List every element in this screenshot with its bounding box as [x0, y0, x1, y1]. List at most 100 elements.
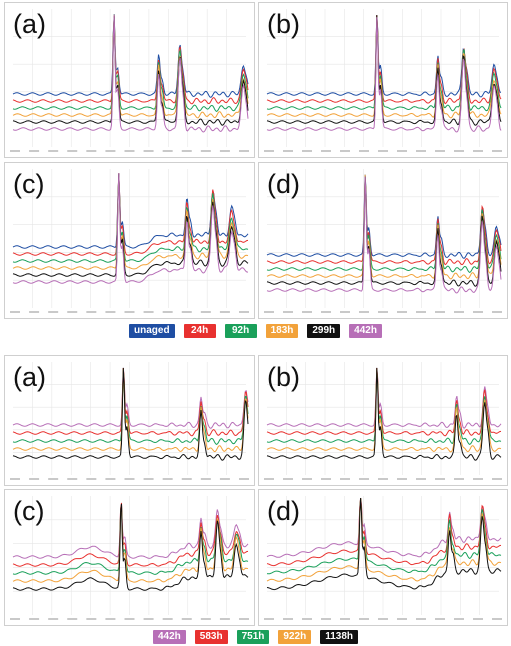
series-line-183h	[12, 14, 249, 119]
group1-panel-c: (c)	[4, 162, 255, 319]
tick-label	[200, 150, 211, 152]
tick-label	[397, 478, 407, 480]
tick-label	[124, 618, 135, 620]
tick-label	[264, 311, 274, 313]
group2-panel-b: (b)	[258, 355, 508, 486]
tick-label	[124, 150, 135, 152]
tick-label	[416, 618, 426, 620]
spectrum-plot	[10, 9, 249, 152]
tick-label	[105, 478, 116, 480]
series-line-442h	[266, 367, 502, 429]
legend-item-183h: 183h	[265, 324, 299, 338]
series-line-183h	[12, 175, 249, 270]
tick-label	[86, 150, 97, 152]
tick-label	[359, 311, 369, 313]
tick-label	[200, 478, 211, 480]
tick-label	[492, 618, 502, 620]
series-line-583h	[12, 502, 249, 567]
series-line-442h	[12, 367, 249, 429]
tick-label	[264, 478, 274, 480]
tick-label	[10, 618, 20, 620]
tick-label	[435, 618, 445, 620]
tick-label	[302, 618, 312, 620]
series-line-299h	[12, 16, 249, 126]
tick-label	[340, 618, 350, 620]
panel-label: (c)	[13, 496, 45, 526]
group1-panel-b: (b)	[258, 2, 508, 158]
tick-label	[340, 478, 350, 480]
tick-label	[143, 478, 154, 480]
series-line-92h	[12, 173, 249, 263]
spectrum-plot	[264, 9, 502, 152]
tick-label	[181, 150, 192, 152]
panel-label: (c)	[13, 169, 45, 199]
series-line-unaged	[12, 15, 249, 98]
series-line-442h	[12, 503, 249, 559]
tick-label	[473, 311, 483, 313]
tick-label	[454, 311, 464, 313]
tick-label	[124, 311, 135, 313]
legend-item-92h: 92h	[224, 324, 257, 338]
series-line-442h	[266, 497, 502, 558]
series-line-24h	[12, 16, 249, 105]
series-line-922h	[266, 497, 502, 582]
tick-label	[86, 478, 97, 480]
panel-label: (b)	[267, 9, 300, 39]
tick-label	[29, 618, 40, 620]
tick-label	[48, 618, 59, 620]
series-line-751h	[266, 497, 502, 575]
tick-label	[162, 311, 173, 313]
tick-label	[264, 618, 274, 620]
group2-panel-d: (d)	[258, 489, 508, 626]
tick-label	[48, 478, 59, 480]
spectrum-plot	[264, 496, 502, 620]
series-line-1138h	[266, 497, 502, 591]
tick-label	[181, 311, 192, 313]
series-line-922h	[12, 505, 249, 583]
legend-item-922h: 922h	[278, 630, 312, 644]
tick-label	[340, 311, 350, 313]
tick-label	[29, 311, 40, 313]
legend-item-299h: 299h	[307, 324, 341, 338]
tick-label	[219, 478, 230, 480]
tick-label	[397, 150, 407, 152]
spectrum-plot	[10, 169, 249, 313]
tick-label	[321, 618, 331, 620]
tick-label	[454, 618, 464, 620]
tick-label	[473, 478, 483, 480]
series-line-24h	[266, 176, 502, 266]
tick-label	[435, 150, 445, 152]
tick-label	[283, 618, 293, 620]
group1-panel-d: (d)	[258, 162, 508, 319]
tick-label	[321, 150, 331, 152]
series-line-922h	[266, 368, 502, 453]
panel-label: (d)	[267, 496, 300, 526]
series-line-751h	[12, 505, 249, 575]
tick-label	[302, 150, 312, 152]
series-line-922h	[12, 368, 249, 453]
tick-label	[321, 478, 331, 480]
tick-label	[264, 150, 274, 152]
tick-label	[239, 478, 249, 480]
tick-label	[67, 150, 78, 152]
group2-panel-a: (a)	[4, 355, 255, 486]
tick-label	[162, 618, 173, 620]
series-line-442h	[266, 176, 502, 294]
tick-label	[359, 478, 369, 480]
spectrum-plot	[10, 362, 249, 480]
tick-label	[359, 150, 369, 152]
tick-label	[200, 311, 211, 313]
series-line-unaged	[12, 175, 249, 249]
legend-item-24h: 24h	[183, 324, 216, 338]
group2-panel-c: (c)	[4, 489, 255, 626]
panel-label: (b)	[267, 362, 300, 392]
series-line-442h	[12, 14, 249, 133]
tick-label	[378, 311, 388, 313]
tick-label	[492, 150, 502, 152]
tick-label	[219, 311, 230, 313]
tick-label	[86, 311, 97, 313]
tick-label	[143, 311, 154, 313]
tick-label	[10, 150, 20, 152]
legend-item-1138h: 1138h	[320, 630, 358, 644]
spectrum-plot	[264, 169, 502, 313]
